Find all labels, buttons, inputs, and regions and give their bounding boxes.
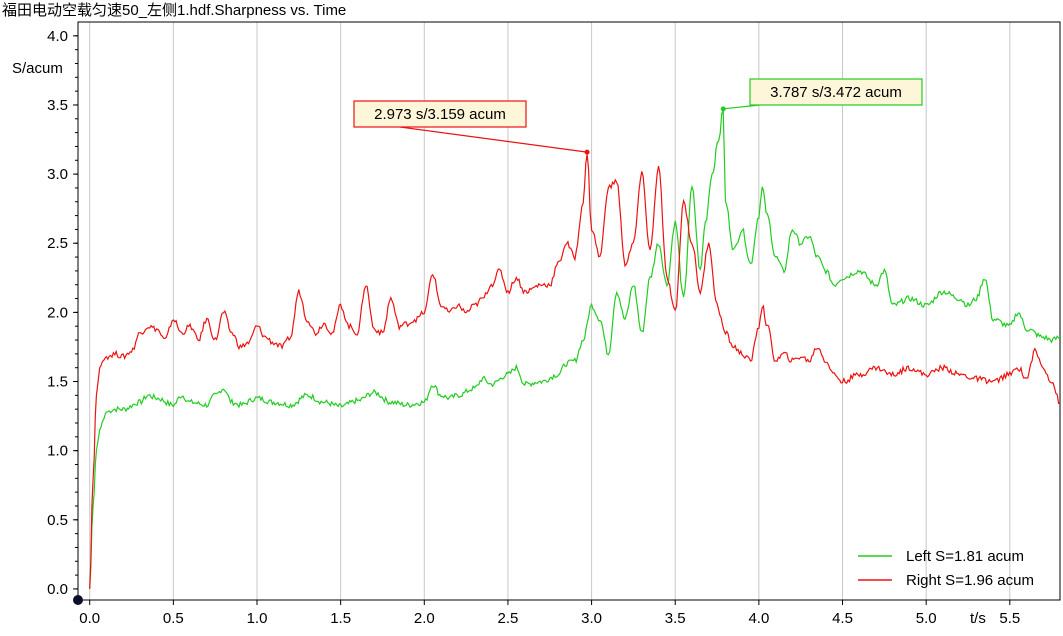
- x-tick-label: 1.0: [247, 610, 268, 627]
- y-tick-label: 2.5: [47, 235, 68, 252]
- x-tick-label: 4.0: [748, 610, 769, 627]
- x-tick-label: 0.0: [79, 610, 100, 627]
- y-axis-label: S/acum: [12, 60, 63, 77]
- callout-point: [720, 106, 726, 112]
- callout-box: [749, 78, 923, 106]
- series-lines: [89, 110, 1061, 589]
- x-tick-label: 4.5: [832, 610, 853, 627]
- y-tick-label: 0.0: [47, 581, 68, 598]
- y-tick-label: 1.0: [47, 443, 68, 460]
- x-tick-label: 5.5: [999, 610, 1020, 627]
- x-tick-label: 2.5: [498, 610, 519, 627]
- series-line-left: [89, 110, 1061, 589]
- chart-title: 福田电动空载匀速50_左侧1.hdf.Sharpness vs. Time: [2, 2, 346, 19]
- plot-frame: [77, 21, 1061, 601]
- origin-dot: [73, 595, 83, 605]
- x-axis-label: t/s: [970, 610, 986, 627]
- legend: Left S=1.81 acum Right S=1.96 acum: [858, 548, 1034, 589]
- callout-leader: [399, 126, 588, 153]
- callout-point: [584, 149, 590, 155]
- axis-ticks: 0.0 0.5 1.0 1.5 2.0 2.5 3.0 3.5 4.0 4.5 5.0 5.5 0.0 0…: [47, 28, 1020, 627]
- x-tick-label: 3.5: [665, 610, 686, 627]
- x-tick-label: 1.5: [330, 610, 351, 627]
- legend-entry: Right S=1.96 acum: [906, 572, 1034, 589]
- legend-entry: Left S=1.81 acum: [906, 548, 1024, 565]
- y-tick-label: 4.0: [47, 28, 68, 45]
- y-tick-label: 0.5: [47, 512, 68, 529]
- grid-lines: [89, 22, 1011, 600]
- y-tick-label: 3.5: [47, 97, 68, 114]
- x-tick-label: 2.0: [414, 610, 435, 627]
- x-tick-label: 5.0: [916, 610, 937, 627]
- x-tick-label: 0.5: [163, 610, 184, 627]
- callout-box: [353, 100, 527, 128]
- x-tick-label: 3.0: [581, 610, 602, 627]
- callout-leader: [723, 104, 761, 110]
- y-tick-label: 2.0: [47, 304, 68, 321]
- series-line-right: [89, 154, 1061, 589]
- callout-label: 2.973 s/3.159 acum: [374, 106, 506, 123]
- y-tick-label: 1.5: [47, 374, 68, 391]
- y-tick-label: 3.0: [47, 166, 68, 183]
- callout-label: 3.787 s/3.472 acum: [770, 84, 902, 101]
- callouts: 2.973 s/3.159 acum 3.787 s/3.472 acum: [353, 78, 923, 155]
